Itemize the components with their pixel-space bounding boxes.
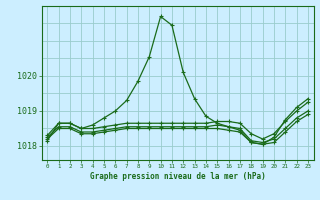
X-axis label: Graphe pression niveau de la mer (hPa): Graphe pression niveau de la mer (hPa) xyxy=(90,172,266,181)
